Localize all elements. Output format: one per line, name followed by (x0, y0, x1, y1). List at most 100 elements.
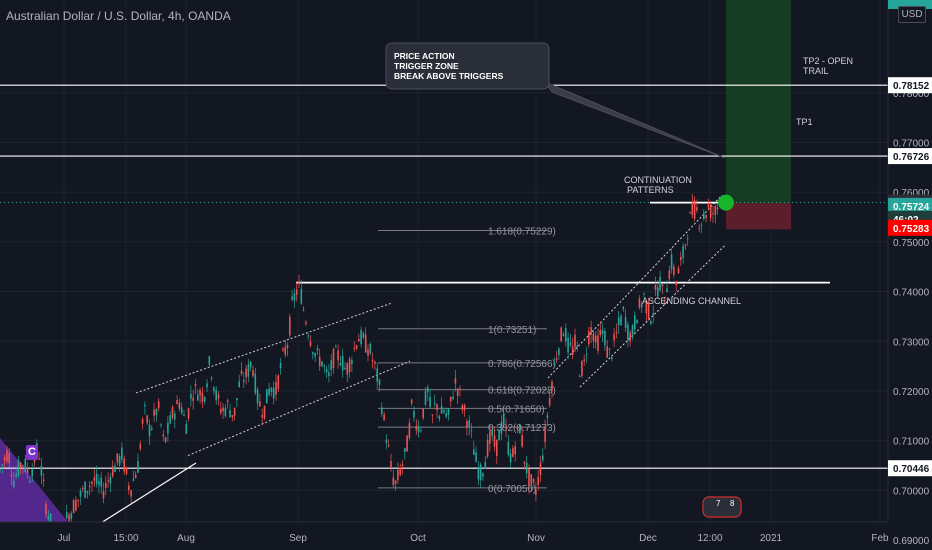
candle-body (151, 428, 153, 430)
candle-body (611, 357, 613, 360)
candle-body (429, 397, 431, 408)
candle-body (201, 392, 204, 402)
candle-body (332, 348, 335, 369)
candle-body (422, 408, 424, 418)
candle-body (95, 473, 98, 484)
candle-body (178, 402, 181, 409)
candle-body (0, 469, 1, 471)
candle-body (512, 448, 514, 457)
events-c-badge[interactable]: C (26, 445, 38, 460)
candle-body (436, 404, 438, 411)
fib-level-label: 0.5(0.71650) (488, 404, 545, 415)
candle-body (551, 381, 553, 391)
candle-body (13, 480, 15, 487)
candle-body (496, 439, 498, 456)
y-tick-label: 0.77000 (893, 138, 930, 149)
candle-body (608, 348, 611, 350)
candle-body (680, 257, 682, 261)
candle-body (530, 474, 533, 485)
candle-body (358, 338, 360, 342)
candle-body (323, 365, 326, 367)
candle-body (578, 375, 581, 377)
candle-body (562, 334, 565, 336)
candle-body (532, 479, 535, 483)
candle-body (581, 361, 583, 377)
candle-body (459, 388, 461, 390)
candle-body (588, 331, 590, 345)
candle-body (116, 453, 119, 463)
candle-body (475, 452, 477, 462)
candle-body (318, 356, 321, 367)
candle-body (631, 325, 634, 338)
candle-body (302, 309, 305, 311)
candle-body (438, 416, 441, 419)
candle-body (266, 389, 268, 404)
candle-body (137, 460, 139, 473)
candle-body (8, 453, 10, 464)
candle-body (224, 408, 227, 416)
candle-body (486, 439, 489, 457)
candle-body (640, 303, 643, 308)
candle-body (431, 414, 434, 416)
candle-body (314, 352, 316, 357)
events-badge (702, 496, 742, 518)
candle-body (321, 361, 323, 367)
candle-body (86, 490, 89, 494)
candle-body (627, 324, 629, 341)
candle-body (277, 375, 280, 390)
candle-body (65, 512, 68, 519)
currency-button[interactable]: USD (898, 6, 926, 23)
candle-body (500, 421, 503, 434)
candle-body (270, 387, 273, 393)
candle-body (535, 489, 537, 495)
candle-body (70, 513, 73, 519)
candle-body (247, 364, 250, 377)
candle-body (351, 360, 353, 364)
candle-body (31, 468, 33, 477)
y-tick-label: 0.71000 (893, 437, 930, 448)
top-price-label (888, 0, 932, 9)
candle-body (445, 413, 447, 417)
candle-body (629, 332, 631, 342)
candle-body (160, 424, 162, 426)
candle-body (686, 238, 689, 240)
candle-body (696, 207, 698, 211)
candle-body (240, 370, 243, 374)
candle-body (560, 327, 562, 342)
candle-body (668, 270, 671, 279)
candle-body (93, 477, 96, 481)
candle-body (440, 405, 443, 414)
candle-body (238, 381, 240, 388)
candle-body (77, 499, 79, 501)
candle-body (413, 410, 415, 418)
candle-body (689, 212, 691, 214)
price-label: 0.75283 (893, 224, 930, 235)
candle-body (521, 435, 523, 447)
candle-body (164, 437, 167, 442)
candle-body (636, 319, 638, 324)
y-tick-label: 0.75000 (893, 238, 930, 249)
candle-body (307, 335, 309, 337)
candle-body (604, 330, 606, 346)
candle-body (617, 317, 620, 326)
candle-body (341, 356, 344, 371)
candle-body (144, 404, 146, 407)
candle-body (153, 409, 155, 416)
candle-body (105, 482, 107, 489)
candle-body (606, 346, 608, 358)
continuation-label: CONTINUATION (624, 175, 692, 185)
candle-body (362, 333, 365, 338)
y-tick-label: 0.72000 (893, 387, 930, 398)
candle-body (293, 293, 296, 301)
candle-body (167, 422, 169, 434)
candle-body (210, 377, 213, 379)
candle-body (502, 413, 505, 425)
candle-body (339, 362, 342, 366)
candle-body (335, 346, 337, 348)
candle-body (505, 427, 507, 429)
tp1-label: TP1 (796, 117, 813, 127)
price-label-bg (888, 77, 932, 94)
candle-body (231, 415, 234, 418)
